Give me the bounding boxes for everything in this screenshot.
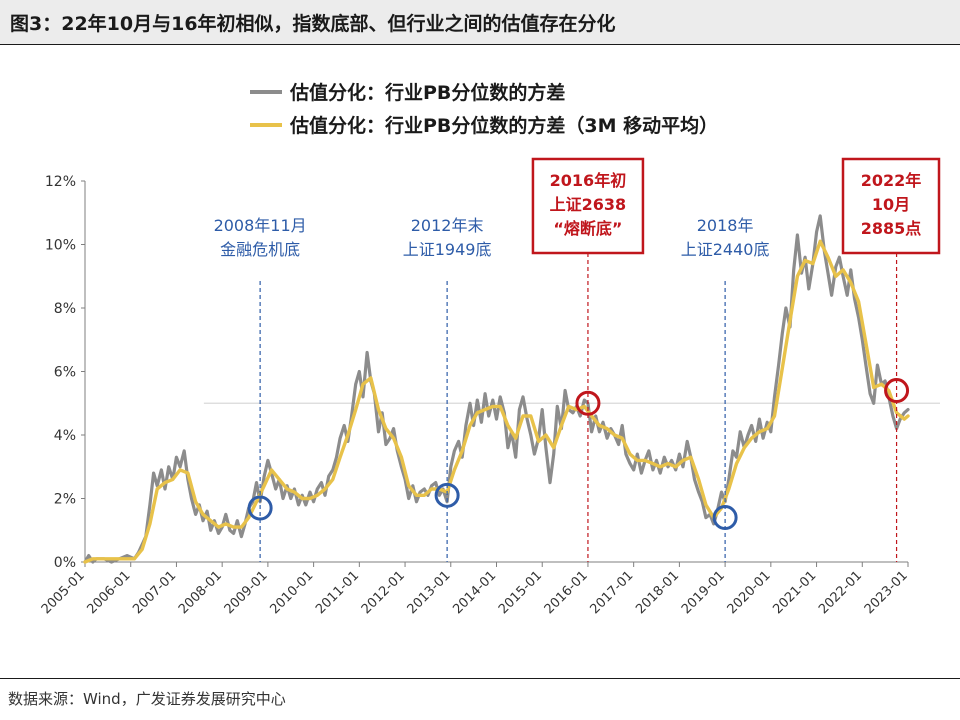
footer-divider	[0, 678, 960, 679]
x-tick-label: 2015-01	[496, 568, 545, 617]
x-tick-label: 2006-01	[85, 568, 134, 617]
y-tick-label: 10%	[45, 238, 76, 254]
annotation-text: 上证2638	[550, 195, 627, 214]
y-tick-label: 6%	[54, 365, 76, 381]
annotation-text: 2022年	[861, 171, 922, 190]
annotation-circle	[434, 482, 460, 508]
annot-2022-10: 2022年 10月 2885点	[841, 157, 941, 562]
x-tick-label: 2016-01	[542, 568, 591, 617]
x-tick-label: 2017-01	[587, 568, 636, 617]
y-tick-label: 12%	[45, 174, 76, 190]
x-tick-label: 2023-01	[862, 568, 911, 617]
x-tick-label: 2012-01	[359, 568, 408, 617]
annotation-text: 2008年11月	[214, 216, 307, 235]
annotation-text: 2018年	[697, 216, 754, 235]
annotation-circle	[247, 495, 273, 521]
annotation-box	[531, 157, 645, 255]
x-tick-label: 2007-01	[130, 568, 179, 617]
annotation-text: 10月	[872, 195, 910, 214]
series-raw-line	[83, 214, 910, 564]
annotation-text: 2016年初	[550, 171, 627, 190]
x-tick-label: 2008-01	[176, 568, 225, 617]
title-bar: 图3：22年10月与16年初相似，指数底部、但行业之间的估值存在分化	[0, 0, 960, 45]
x-tick-label: 2011-01	[313, 568, 362, 617]
series-ma-line	[83, 239, 910, 564]
x-tick-label: 2018-01	[633, 568, 682, 617]
annotation-text: “熔断底”	[553, 219, 622, 238]
y-tick-label: 2%	[54, 492, 76, 508]
annotation-text: 上证1949底	[403, 240, 492, 259]
y-tick-label: 8%	[54, 301, 76, 317]
annotation-circle	[712, 505, 738, 531]
annotation-circle	[575, 390, 601, 416]
x-tick-label: 2009-01	[222, 568, 271, 617]
annotation-text: 2885点	[861, 219, 922, 238]
source-note: 数据来源：Wind，广发证券发展研究中心	[8, 690, 286, 708]
x-tick-label: 2022-01	[816, 568, 865, 617]
annotation-box	[841, 157, 941, 255]
legend-label-1: 估值分化：行业PB分位数的方差	[289, 81, 565, 104]
y-tick-label: 4%	[54, 428, 76, 444]
x-tick-label: 2019-01	[679, 568, 728, 617]
annotation-text: 金融危机底	[220, 240, 300, 259]
legend-label-2: 估值分化：行业PB分位数的方差（3M 移动平均）	[289, 114, 718, 137]
x-tick-label: 2014-01	[450, 568, 499, 617]
annotation-text: 上证2440底	[681, 240, 770, 259]
y-tick-label: 0%	[54, 555, 76, 571]
x-tick-label: 2013-01	[405, 568, 454, 617]
annotation-text: 2012年末	[411, 216, 484, 235]
x-tick-label: 2020-01	[725, 568, 774, 617]
chart-title: 图3：22年10月与16年初相似，指数底部、但行业之间的估值存在分化	[10, 13, 616, 35]
x-tick-label: 2010-01	[267, 568, 316, 617]
x-tick-label: 2005-01	[39, 568, 88, 617]
annotation-circle	[884, 378, 910, 404]
x-tick-label: 2021-01	[770, 568, 819, 617]
